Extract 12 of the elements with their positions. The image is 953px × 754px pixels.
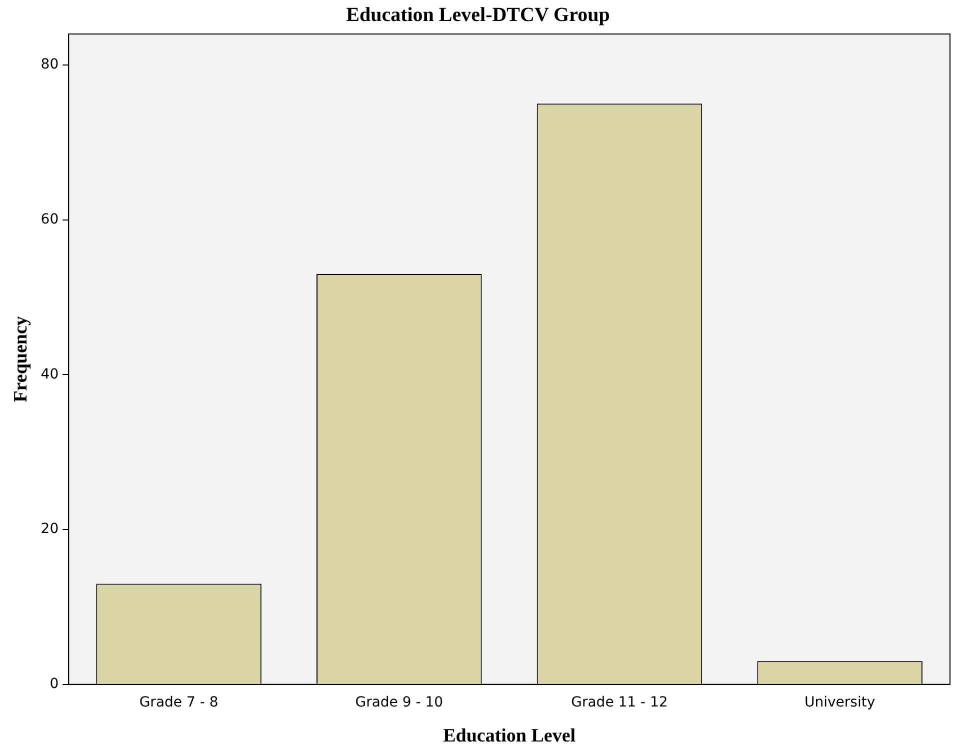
- y-tick-label: 60: [40, 211, 59, 228]
- x-axis-title: Education Level: [443, 726, 576, 747]
- y-tick-label: 40: [40, 366, 59, 382]
- y-axis-title: Frequency: [10, 316, 32, 402]
- y-tick-label: 20: [40, 521, 59, 538]
- chart-title: Education Level-DTCV Group: [346, 4, 610, 26]
- y-tick-label: 0: [50, 676, 59, 692]
- x-tick-label: Grade 9 - 10: [355, 694, 444, 710]
- x-tick-label: Grade 11 - 12: [571, 694, 668, 710]
- x-tick-label: Grade 7 - 8: [139, 694, 218, 710]
- y-tick-label: 80: [40, 56, 59, 73]
- x-tick-label: University: [804, 694, 876, 710]
